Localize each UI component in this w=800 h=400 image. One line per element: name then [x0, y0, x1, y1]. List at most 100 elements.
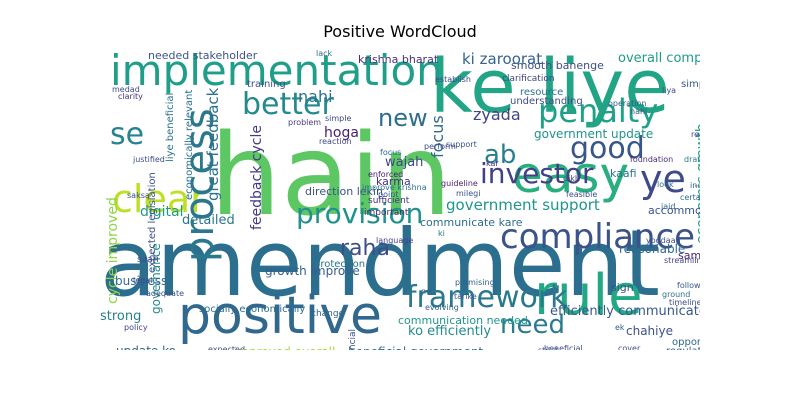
- cloud-word: good: [570, 131, 645, 166]
- cloud-word: training: [247, 79, 286, 90]
- cloud-word: need: [500, 310, 565, 340]
- cloud-word: promising: [455, 278, 495, 287]
- cloud-word: language: [376, 236, 414, 245]
- cloud-word: sufficient: [368, 196, 410, 206]
- cloud-word: se: [110, 117, 145, 152]
- cloud-word: great feedback: [204, 87, 222, 201]
- cloud-word: liye beneficial: [165, 92, 176, 162]
- cloud-word: operation: [608, 99, 647, 108]
- cloud-word: yogdaan: [646, 236, 681, 245]
- cloud-word: support: [446, 140, 477, 149]
- cloud-word: efficiently communicate: [550, 304, 700, 319]
- cloud-word: certain: [680, 193, 700, 202]
- cloud-word: justified: [133, 155, 165, 164]
- cloud-word: communicate kare: [420, 216, 523, 229]
- cloud-word: nahi: [630, 107, 648, 116]
- cloud-word: establish: [435, 75, 471, 84]
- cloud-word: clarification: [502, 74, 555, 84]
- cloud-word: look: [657, 180, 674, 189]
- cloud-word: krishna bharat: [358, 53, 439, 66]
- cloud-word: chahiye: [626, 324, 673, 338]
- cloud-word: cover: [618, 344, 641, 351]
- cloud-word: ki zaroorat: [462, 50, 543, 68]
- cloud-word: saksa: [127, 191, 150, 200]
- wordcloud-words: amendment hain ke liye implementation positi…: [100, 50, 700, 350]
- cloud-word: wajah: [385, 155, 424, 170]
- cloud-word: new: [378, 104, 428, 132]
- cloud-word: simplification: [681, 79, 700, 90]
- cloud-word: government support: [446, 196, 600, 214]
- cloud-word: hain: [210, 111, 452, 241]
- cloud-word: zyada: [473, 105, 521, 124]
- cloud-word: include: [690, 181, 700, 190]
- cloud-word: investor: [480, 157, 594, 190]
- cloud-word: feasible: [566, 190, 598, 199]
- cloud-word: direction lekin: [305, 185, 383, 198]
- cloud-word: ne: [421, 287, 431, 296]
- cloud-word: foundation: [630, 155, 674, 164]
- cloud-word: dikh: [563, 174, 581, 183]
- cloud-word: kar: [486, 159, 499, 168]
- cloud-word: opportunity: [672, 337, 700, 348]
- wordcloud-title: Positive WordCloud: [323, 22, 477, 41]
- cloud-word: focus: [380, 148, 402, 157]
- cloud-word: strict: [538, 347, 558, 351]
- cloud-word: improved overall: [234, 346, 335, 350]
- cloud-word: overall company: [618, 51, 700, 66]
- cloud-word: liya: [662, 86, 677, 95]
- cloud-word: draft: [684, 155, 700, 164]
- cloud-word: smooth banenge: [511, 59, 604, 72]
- cloud-word: accommodation: [648, 204, 700, 217]
- cloud-word: ke liye: [430, 50, 670, 130]
- cloud-word: penalty: [538, 92, 659, 130]
- cloud-word: compliance: [500, 217, 696, 257]
- cloud-word: business: [115, 274, 168, 288]
- cloud-word: protection: [314, 259, 366, 270]
- cloud-word: strong: [100, 309, 142, 324]
- cloud-word: beneficial: [544, 344, 583, 351]
- cloud-word: ground: [662, 290, 691, 299]
- cloud-word: important: [364, 208, 409, 218]
- cloud-word: reaction: [319, 137, 352, 146]
- cloud-word: regulation: [691, 130, 700, 139]
- cloud-word: focus: [428, 115, 447, 158]
- cloud-word: rule: [534, 263, 643, 328]
- cloud-word: understanding: [510, 96, 583, 107]
- cloud-word: hoga: [324, 125, 359, 141]
- cloud-word: easy: [512, 146, 630, 204]
- cloud-word: nahi: [298, 87, 333, 106]
- cloud-word: problem: [288, 118, 322, 127]
- cloud-word: timeline: [669, 298, 700, 307]
- cloud-word: simple: [325, 114, 352, 123]
- cloud-word: clarity: [118, 92, 143, 101]
- cloud-word: legal: [133, 276, 153, 285]
- cloud-word: financial: [348, 328, 358, 350]
- cloud-word: change: [311, 309, 345, 319]
- cloud-word: beneficial government: [348, 346, 483, 350]
- cloud-word: economically relevant: [184, 89, 195, 200]
- cloud-word: update ko: [116, 345, 176, 350]
- cloud-word: ye: [640, 157, 686, 201]
- cloud-word: framework: [406, 280, 568, 315]
- cloud-word: needed stakeholder: [148, 50, 258, 62]
- cloud-word: follow: [677, 281, 700, 290]
- cloud-word: lack: [316, 50, 333, 58]
- wordcloud-panel: amendment hain ke liye implementation positi…: [100, 50, 700, 350]
- cloud-word: evolving: [425, 303, 459, 312]
- cloud-word: guideline: [441, 179, 478, 188]
- cloud-word: ek: [615, 323, 625, 332]
- cloud-word: tarike: [454, 292, 477, 301]
- cloud-word: kaafi: [610, 167, 637, 180]
- cloud-word: implementation: [110, 50, 443, 95]
- cloud-word: karma: [376, 175, 411, 188]
- cloud-word: detailed: [182, 213, 235, 228]
- cloud-word: regulatory: [666, 347, 700, 351]
- cloud-word: expected: [208, 345, 246, 351]
- cloud-word: enforced: [368, 170, 404, 179]
- cloud-word: saari: [137, 255, 159, 265]
- cloud-word: policy: [124, 323, 148, 332]
- cloud-word: ko efficiently: [408, 324, 492, 339]
- cloud-word: resource: [520, 87, 564, 98]
- cloud-word: adequate: [146, 289, 185, 298]
